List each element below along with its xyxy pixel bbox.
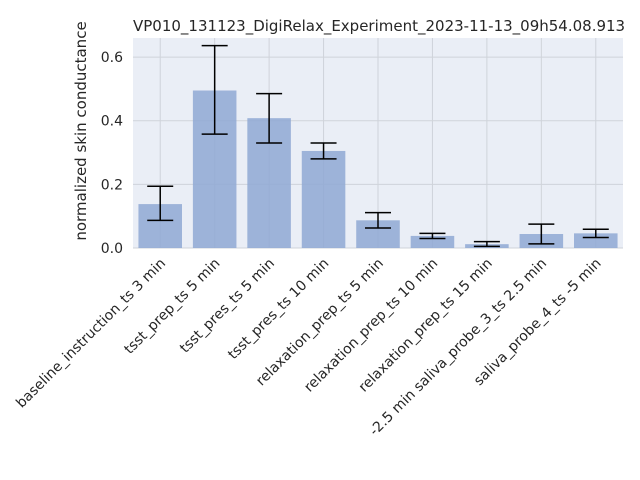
chart-title: VP010_131123_DigiRelax_Experiment_2023-1… [133, 17, 625, 36]
x-tick-label: tsst_pres_ts 5 min [177, 256, 278, 357]
y-tick-labels: 0.0 0.2 0.4 0.6 [101, 50, 123, 257]
error-bar [256, 92, 283, 144]
error-bar [582, 228, 609, 239]
y-tick-label: 0.0 [101, 241, 123, 257]
bar [301, 150, 346, 248]
error-bar [528, 223, 555, 245]
y-tick-label: 0.6 [101, 50, 123, 66]
error-bar [365, 211, 391, 229]
error-bar [419, 232, 446, 240]
y-axis-label: normalized skin conductance [72, 21, 90, 240]
y-tick-label: 0.2 [101, 177, 123, 193]
x-tick-label: tsst_pres_ts 10 min [225, 256, 332, 363]
error-bar [147, 185, 174, 222]
error-bar [201, 44, 228, 135]
error-bars [147, 44, 609, 248]
error-bar [310, 142, 337, 160]
y-tick-label: 0.4 [101, 114, 123, 130]
x-tick-label: tsst_prep_ts 5 min [121, 256, 223, 358]
error-bar [473, 240, 500, 248]
x-tick-labels: baseline_instruction_ts 3 mintsst_prep_t… [13, 256, 604, 440]
